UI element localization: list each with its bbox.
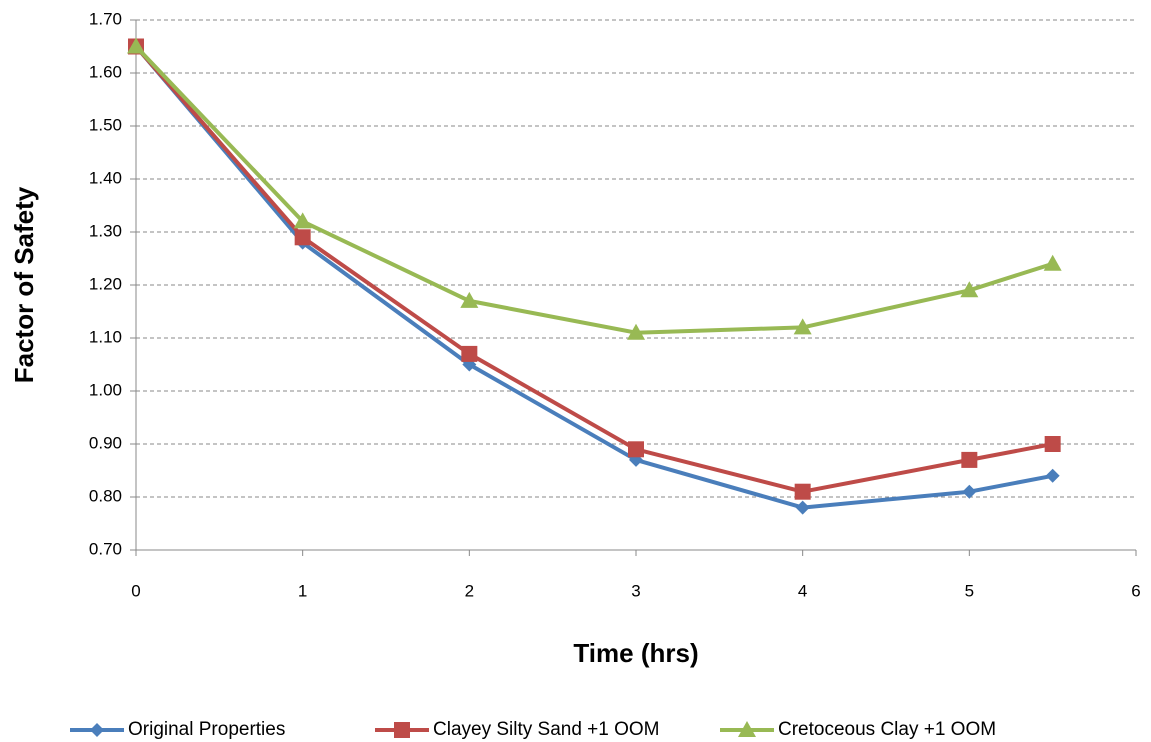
series-line: [134, 45, 1054, 494]
legend-marker: [738, 721, 756, 737]
legend-label: Clayey Silty Sand +1 OOM: [433, 719, 660, 740]
y-tick-label: 1.10: [89, 327, 122, 346]
x-tick-label: 5: [965, 581, 974, 600]
marker: [293, 212, 312, 229]
marker: [294, 229, 311, 246]
y-tick-label: 1.40: [89, 168, 122, 187]
legend-item: Clayey Silty Sand +1 OOM: [375, 719, 660, 740]
marker: [795, 500, 810, 515]
y-tick-label: 1.30: [89, 221, 122, 240]
y-tick-label: 1.00: [89, 380, 122, 399]
marker: [461, 345, 478, 362]
series-line: [134, 45, 1054, 510]
marker: [1043, 254, 1062, 271]
legend-label: Original Properties: [128, 719, 285, 740]
marker: [127, 37, 145, 54]
marker: [627, 323, 645, 340]
y-tick-label: 1.50: [89, 115, 122, 134]
y-tick-label: 1.70: [89, 9, 122, 28]
legend-marker: [90, 723, 104, 737]
marker: [793, 318, 812, 335]
x-tick-label: 0: [131, 581, 140, 600]
x-axis-title: Time (hrs): [573, 638, 698, 668]
marker: [460, 291, 479, 308]
y-tick-label: 0.90: [89, 433, 122, 452]
marker: [1045, 468, 1060, 483]
legend-label: Cretoceous Clay +1 OOM: [778, 719, 996, 740]
legend-marker: [394, 722, 410, 738]
y-tick-label: 0.80: [89, 486, 122, 505]
marker: [794, 483, 811, 500]
marker: [962, 484, 977, 499]
marker: [961, 451, 978, 468]
x-tick-label: 1: [298, 581, 307, 600]
x-tick-label: 6: [1131, 581, 1140, 600]
y-tick-label: 0.70: [89, 539, 122, 558]
y-axis-title: Factor of Safety: [9, 186, 39, 383]
marker: [628, 441, 644, 458]
y-tick-label: 1.60: [89, 62, 122, 81]
legend-item: Cretoceous Clay +1 OOM: [720, 719, 996, 740]
marker: [1044, 436, 1061, 452]
y-tick-label: 1.20: [89, 274, 122, 293]
x-tick-label: 2: [465, 581, 474, 600]
series-line: [134, 45, 1054, 335]
x-tick-label: 4: [798, 581, 807, 600]
x-tick-label: 3: [631, 581, 640, 600]
legend-item: Original Properties: [70, 719, 285, 740]
marker: [960, 281, 979, 298]
